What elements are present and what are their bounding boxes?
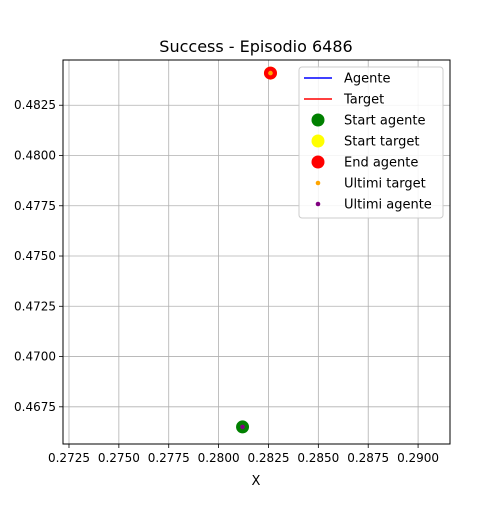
y-tick-label: 0.4725 [14, 299, 56, 313]
y-tick-label: 0.4700 [14, 350, 56, 364]
x-tick-label: 0.2775 [148, 451, 190, 465]
chart-title: Success - Episodio 6486 [159, 37, 352, 56]
legend: Agente Target Start agente Start target End … [299, 67, 443, 218]
y-tick-label: 0.4825 [14, 98, 56, 112]
legend-swatch-marker [312, 114, 325, 127]
legend-swatch-marker [312, 156, 325, 169]
x-tick-label: 0.2800 [198, 451, 240, 465]
x-tick-label: 0.2750 [98, 451, 140, 465]
x-tick-label: 0.2900 [397, 451, 439, 465]
y-tick-label: 0.4750 [14, 249, 56, 263]
legend-label: Ultimi agente [344, 198, 432, 213]
legend-swatch-marker [316, 202, 321, 207]
x-tick-label: 0.2875 [347, 451, 389, 465]
series-point-5 [268, 71, 273, 76]
x-tick-label: 0.2825 [247, 451, 289, 465]
legend-label: Start agente [344, 114, 425, 129]
x-tick-label: 0.2725 [48, 451, 90, 465]
x-tick-label: 0.2850 [297, 451, 339, 465]
y-tick-label: 0.4775 [14, 199, 56, 213]
legend-label: Start target [344, 135, 419, 150]
y-tick-label: 0.4800 [14, 148, 56, 162]
series-point-6 [240, 425, 245, 430]
legend-label: Target [343, 93, 384, 108]
legend-swatch-marker [316, 181, 321, 186]
legend-label: Ultimi target [344, 177, 426, 192]
legend-label: End agente [344, 156, 418, 171]
x-axis-label: X [252, 474, 261, 489]
y-tick-label: 0.4675 [14, 400, 56, 414]
legend-label: Agente [344, 72, 390, 87]
legend-swatch-marker [312, 135, 325, 148]
